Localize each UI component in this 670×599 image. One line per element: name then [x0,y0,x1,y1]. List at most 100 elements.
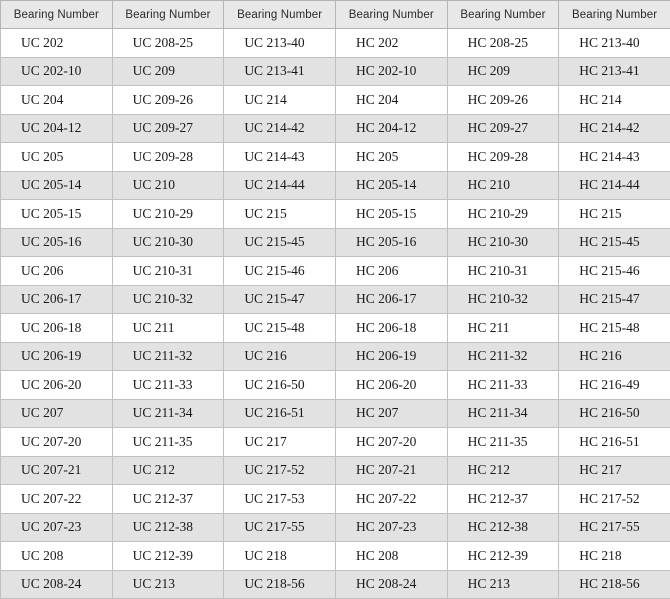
table-cell: HC 213 [447,570,559,599]
table-cell: UC 202-10 [1,57,113,86]
table-cell: HC 204 [335,86,447,115]
table-cell: UC 212-37 [112,485,224,514]
table-cell: HC 205-16 [335,228,447,257]
table-cell: HC 207-21 [335,456,447,485]
table-cell: HC 206-18 [335,314,447,343]
table-cell: UC 206-19 [1,342,113,371]
table-cell: UC 217-53 [224,485,336,514]
table-cell: UC 211-35 [112,428,224,457]
table-cell: UC 214-42 [224,114,336,143]
table-cell: UC 204-12 [1,114,113,143]
table-cell: UC 206 [1,257,113,286]
table-cell: HC 210-31 [447,257,559,286]
table-cell: HC 217-55 [559,513,670,542]
table-cell: HC 216-51 [559,428,670,457]
table-cell: HC 218 [559,542,670,571]
table-cell: UC 205-15 [1,200,113,229]
table-cell: UC 214 [224,86,336,115]
table-cell: HC 210 [447,171,559,200]
table-cell: HC 214-42 [559,114,670,143]
table-cell: HC 205-15 [335,200,447,229]
table-cell: HC 215-45 [559,228,670,257]
table-cell: HC 208 [335,542,447,571]
table-cell: UC 215-48 [224,314,336,343]
table-cell: UC 207-22 [1,485,113,514]
table-cell: HC 202-10 [335,57,447,86]
table-cell: HC 216 [559,342,670,371]
column-header-4: Bearing Number [335,1,447,29]
table-cell: UC 216 [224,342,336,371]
table-cell: HC 206-17 [335,285,447,314]
table-cell: UC 205 [1,143,113,172]
table-cell: HC 213-40 [559,29,670,58]
table-cell: HC 204-12 [335,114,447,143]
header-row: Bearing Number Bearing Number Bearing Nu… [1,1,670,29]
table-cell: UC 210 [112,171,224,200]
table-cell: UC 207-20 [1,428,113,457]
table-cell: UC 218-56 [224,570,336,599]
table-cell: UC 213-40 [224,29,336,58]
table-cell: HC 214 [559,86,670,115]
table-cell: HC 215-46 [559,257,670,286]
table-cell: UC 215 [224,200,336,229]
table-cell: UC 215-47 [224,285,336,314]
table-cell: HC 217 [559,456,670,485]
table-cell: HC 211-35 [447,428,559,457]
table-cell: HC 208-25 [447,29,559,58]
table-cell: HC 209-28 [447,143,559,172]
table-cell: UC 210-31 [112,257,224,286]
table-cell: HC 211-33 [447,371,559,400]
table-cell: UC 209-27 [112,114,224,143]
table-cell: HC 213-41 [559,57,670,86]
table-cell: HC 206-20 [335,371,447,400]
table-cell: UC 211 [112,314,224,343]
table-cell: UC 217-55 [224,513,336,542]
table-cell: UC 212-39 [112,542,224,571]
column-header-5: Bearing Number [447,1,559,29]
table-cell: UC 217-52 [224,456,336,485]
table-cell: UC 212-38 [112,513,224,542]
table-cell: HC 205-14 [335,171,447,200]
table-cell: HC 202 [335,29,447,58]
table-cell: UC 208-24 [1,570,113,599]
table-cell: HC 209-26 [447,86,559,115]
table-cell: HC 209 [447,57,559,86]
table-cell: UC 215-46 [224,257,336,286]
table-cell: UC 216-50 [224,371,336,400]
table-cell: HC 215 [559,200,670,229]
table-cell: HC 207 [335,399,447,428]
column-header-3: Bearing Number [224,1,336,29]
table-cell: HC 210-32 [447,285,559,314]
table-cell: UC 214-43 [224,143,336,172]
table-cell: UC 206-20 [1,371,113,400]
table-cell: HC 215-48 [559,314,670,343]
table-cell: UC 207-21 [1,456,113,485]
table-cell: UC 205-14 [1,171,113,200]
table-cell: UC 213 [112,570,224,599]
table-cell: HC 207-20 [335,428,447,457]
table-cell: UC 205-16 [1,228,113,257]
table-cell: HC 206-19 [335,342,447,371]
table-cell: UC 204 [1,86,113,115]
table-cell: HC 205 [335,143,447,172]
table-cell: UC 210-32 [112,285,224,314]
table-cell: UC 217 [224,428,336,457]
table-cell: HC 217-52 [559,485,670,514]
table-cell: UC 209-28 [112,143,224,172]
column-header-1: Bearing Number [1,1,113,29]
table-cell: UC 214-44 [224,171,336,200]
table-cell: HC 212-38 [447,513,559,542]
table-cell: UC 209-26 [112,86,224,115]
